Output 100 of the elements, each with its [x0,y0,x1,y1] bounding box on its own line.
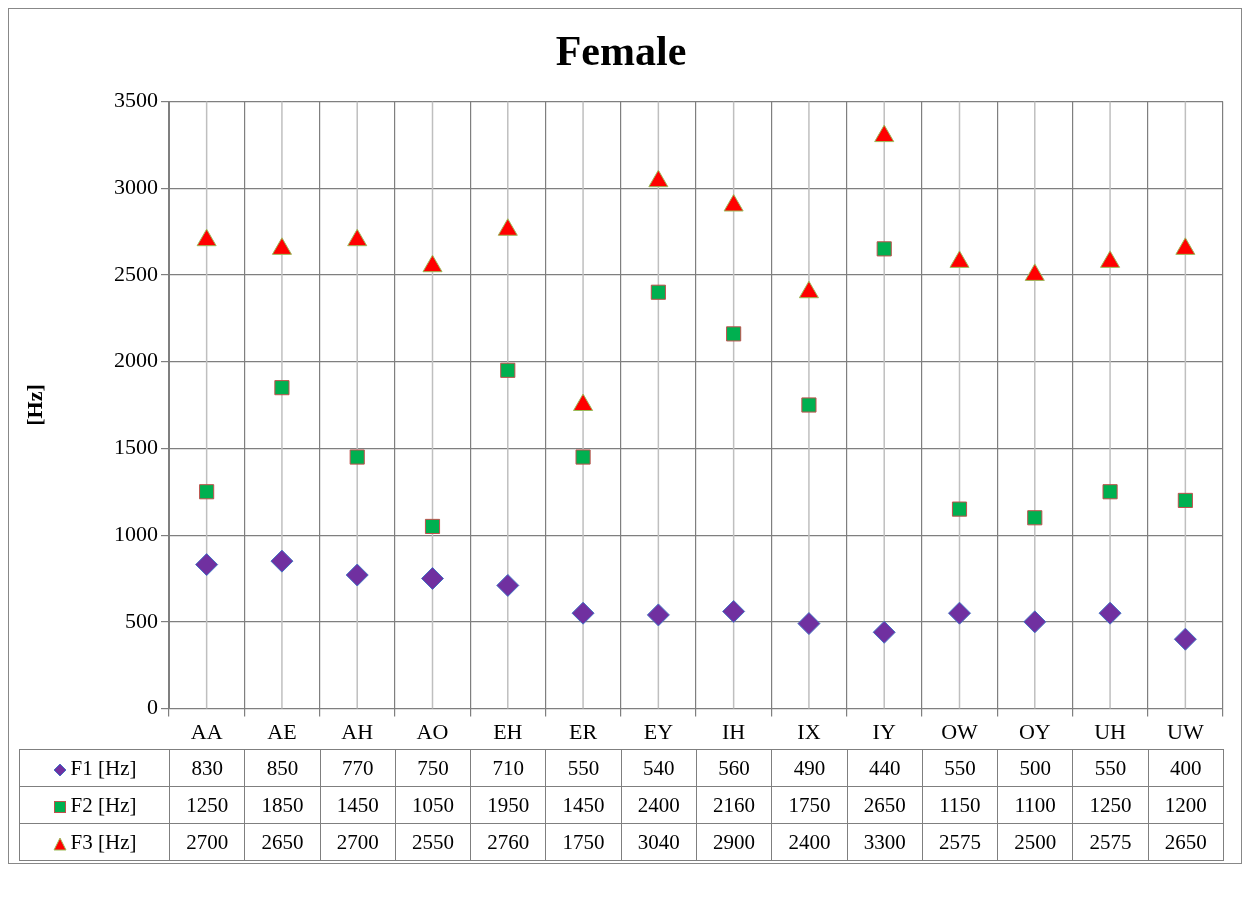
data-label: 850 [244,749,321,787]
y-tick-label: 500 [125,607,158,633]
data-label: 1100 [997,786,1073,824]
point [722,599,746,623]
point [874,124,895,143]
y-tick-label: 1000 [114,520,158,546]
data-label: 2575 [1072,823,1149,861]
data-label: 770 [320,749,396,787]
data-label: 2160 [696,786,772,824]
point [196,228,217,247]
point [948,601,971,625]
point [274,380,290,396]
point [1102,484,1118,500]
data-label: 550 [545,749,622,787]
data-label: 830 [169,749,245,787]
x-tick-label: IY [872,718,896,744]
point [1023,610,1047,634]
point [424,518,441,535]
x-tick-label: AH [341,718,374,744]
point [951,501,968,517]
point [646,603,670,627]
point [496,573,520,597]
point [421,566,444,590]
data-label: 2700 [169,823,245,861]
data-label: 2400 [621,786,697,824]
point [1100,250,1121,268]
data-label: 710 [470,749,546,787]
data-label: 1200 [1148,786,1224,824]
x-tick-label: EH [493,718,523,744]
x-tick-label: IH [722,718,746,744]
data-label: 1850 [244,786,321,824]
point [726,326,742,342]
data-label: 1750 [771,786,848,824]
x-tick-label: EY [643,718,674,744]
point [1024,263,1045,281]
point [872,620,896,644]
data-label: 2760 [470,823,546,861]
point [1098,601,1122,625]
data-label: 550 [1072,749,1149,787]
point [571,601,595,625]
point [798,280,819,299]
point [575,449,591,465]
data-label: 440 [847,749,923,787]
point [347,228,368,247]
data-label: 1250 [169,786,245,824]
point [345,563,369,587]
point [1173,627,1197,651]
y-tick-label: 3500 [114,87,158,113]
point [500,362,516,378]
data-label: 750 [395,749,471,787]
data-label: 2400 [771,823,848,861]
x-tick-label: UH [1094,718,1127,744]
data-label: 2900 [696,823,772,861]
data-label: 2650 [244,823,321,861]
point [1175,237,1196,255]
data-label: 2575 [922,823,998,861]
data-label: 500 [997,749,1073,787]
point [195,553,219,577]
point [422,254,443,273]
x-tick-label: OY [1018,718,1051,744]
data-label: 3300 [847,823,923,861]
point [349,449,365,465]
data-label: 3040 [621,823,697,861]
data-label: 1050 [395,786,471,824]
y-tick-label: 1500 [114,434,158,460]
point [797,612,821,636]
y-tick-label: 2500 [114,260,158,286]
point [723,193,744,212]
legend-label: F3 [Hz] [70,829,137,854]
y-axis-title: [Hz] [21,384,47,426]
point [199,484,215,500]
data-label: 540 [621,749,697,787]
point [573,393,594,411]
data-label: 1150 [922,786,998,824]
x-tick-label: AO [416,718,449,744]
point [1177,492,1193,508]
y-tick-label: 3000 [114,173,158,199]
point [497,218,518,236]
data-label: 2550 [395,823,471,861]
data-label: 2650 [1148,823,1224,861]
data-label: 2500 [997,823,1073,861]
point [949,250,970,268]
y-tick-label: 2000 [114,347,158,373]
x-tick-label: AA [190,718,223,744]
data-label: 400 [1148,749,1224,787]
data-label: 1950 [470,786,546,824]
data-label: 1450 [545,786,622,824]
legend-label: F1 [Hz] [70,755,137,780]
data-label: 1250 [1072,786,1149,824]
data-label: 2650 [847,786,923,824]
legend-label: F2 [Hz] [70,792,137,817]
y-tick-label: 0 [147,694,158,720]
point [650,284,666,300]
point [1027,510,1043,526]
point [648,169,669,188]
chart-title: Female [555,28,687,75]
data-label: 490 [771,749,848,787]
point [801,397,817,413]
x-tick-label: IX [797,718,821,744]
point [271,237,292,255]
